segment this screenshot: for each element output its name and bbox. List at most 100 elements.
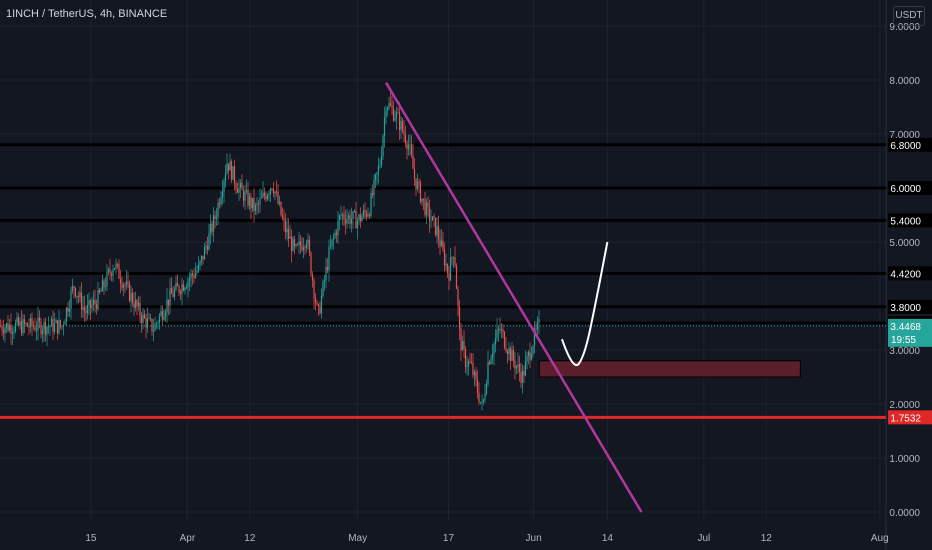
candle-up xyxy=(232,166,234,180)
candle-up xyxy=(479,402,482,403)
candle-down xyxy=(56,320,59,334)
candle-up xyxy=(164,312,167,317)
demand-zone xyxy=(538,360,801,378)
candle-up xyxy=(5,323,8,328)
candle-down xyxy=(116,263,119,265)
candle-up xyxy=(215,217,218,220)
candle-up xyxy=(115,263,117,269)
candle-up xyxy=(409,144,411,146)
candle-down xyxy=(283,218,285,222)
candle-down xyxy=(133,303,135,309)
candle-up xyxy=(530,354,533,360)
candle-up xyxy=(358,214,360,221)
currency-button[interactable]: USDT xyxy=(893,6,925,26)
candle-up xyxy=(137,302,140,307)
candle-down xyxy=(103,280,105,287)
candle-up xyxy=(107,269,110,272)
candle-up xyxy=(190,273,192,279)
candle-down xyxy=(94,300,96,304)
candle-down xyxy=(242,189,245,201)
candle-up xyxy=(473,371,476,376)
candle-up xyxy=(347,215,350,219)
level-price-label: 4.4200 xyxy=(890,269,921,280)
candle-down xyxy=(179,292,182,295)
candle-up xyxy=(337,220,339,236)
candle-down xyxy=(457,288,459,307)
candle-up xyxy=(49,326,51,328)
candle-up xyxy=(79,292,81,298)
candle-down xyxy=(355,211,357,229)
x-tick-label: 17 xyxy=(443,533,455,544)
candle-down xyxy=(272,189,275,194)
candle-up xyxy=(416,181,419,190)
candle-down xyxy=(455,265,458,289)
candle-up xyxy=(238,187,240,193)
candle-up xyxy=(199,261,201,265)
candle-down xyxy=(176,282,179,287)
price-axis[interactable]: 0.0000 1.0000 2.0000 3.0000 5.0000 7.0000 8.00… xyxy=(888,22,932,519)
candle-up xyxy=(320,295,323,314)
candle-down xyxy=(271,188,273,190)
candle-up xyxy=(493,343,495,354)
candle-down xyxy=(140,316,143,324)
candle-up xyxy=(485,383,488,394)
candle-down xyxy=(310,252,312,275)
candle-up xyxy=(376,172,378,175)
candle-down xyxy=(124,285,126,286)
candle-up xyxy=(298,241,300,245)
price-badge-countdown: 19:55 xyxy=(891,335,916,346)
y-tick-label: 3.0000 xyxy=(889,346,920,357)
level-price-label: 6.8000 xyxy=(890,141,921,152)
candle-up xyxy=(484,393,486,400)
candle-down xyxy=(434,217,437,235)
candle-up xyxy=(125,281,128,286)
candle-up xyxy=(332,237,335,240)
candle-down xyxy=(121,283,123,288)
candle-up xyxy=(220,197,222,205)
candle-up xyxy=(289,236,291,239)
candle-up xyxy=(508,348,510,355)
symbol-title[interactable]: 1INCH / TetherUS, 4h, BINANCE xyxy=(6,8,168,20)
candle-down xyxy=(404,134,407,144)
candle-up xyxy=(262,192,264,197)
candle-up xyxy=(50,319,53,327)
candle-down xyxy=(281,215,284,219)
candle-up xyxy=(97,289,99,310)
y-tick-label: 2.0000 xyxy=(889,400,920,411)
candle-down xyxy=(301,245,303,251)
candle-down xyxy=(38,317,41,322)
candle-down xyxy=(472,362,474,376)
x-tick-label: Apr xyxy=(180,533,196,544)
candle-down xyxy=(250,196,252,209)
candle-down xyxy=(443,249,446,266)
candle-down xyxy=(499,328,501,331)
candle-down xyxy=(460,328,462,351)
time-axis[interactable]: 15 Apr 12 May 17 Jun 14 Jul 12 Aug xyxy=(85,533,888,544)
candle-down xyxy=(503,332,506,348)
candle-up xyxy=(526,355,528,362)
candle-down xyxy=(214,215,216,220)
candle-up xyxy=(71,286,74,291)
candle-down xyxy=(476,380,479,393)
candle-down xyxy=(118,264,120,279)
candle-down xyxy=(275,191,278,193)
candle-down xyxy=(211,223,213,232)
candle-up xyxy=(16,317,18,323)
candle-down xyxy=(131,292,134,304)
candle-down xyxy=(52,319,54,332)
candle-down xyxy=(368,214,371,216)
trendline xyxy=(384,82,643,513)
candle-up xyxy=(386,107,389,111)
candle-up xyxy=(254,205,257,211)
level-price-tag xyxy=(888,213,932,228)
candle-up xyxy=(278,201,281,204)
candle-up xyxy=(25,323,27,325)
candle-down xyxy=(313,280,315,298)
candle-up xyxy=(421,198,423,202)
candle-up xyxy=(461,341,464,351)
candle-up xyxy=(374,174,377,180)
candle-down xyxy=(437,226,440,240)
candle-up xyxy=(361,216,363,222)
